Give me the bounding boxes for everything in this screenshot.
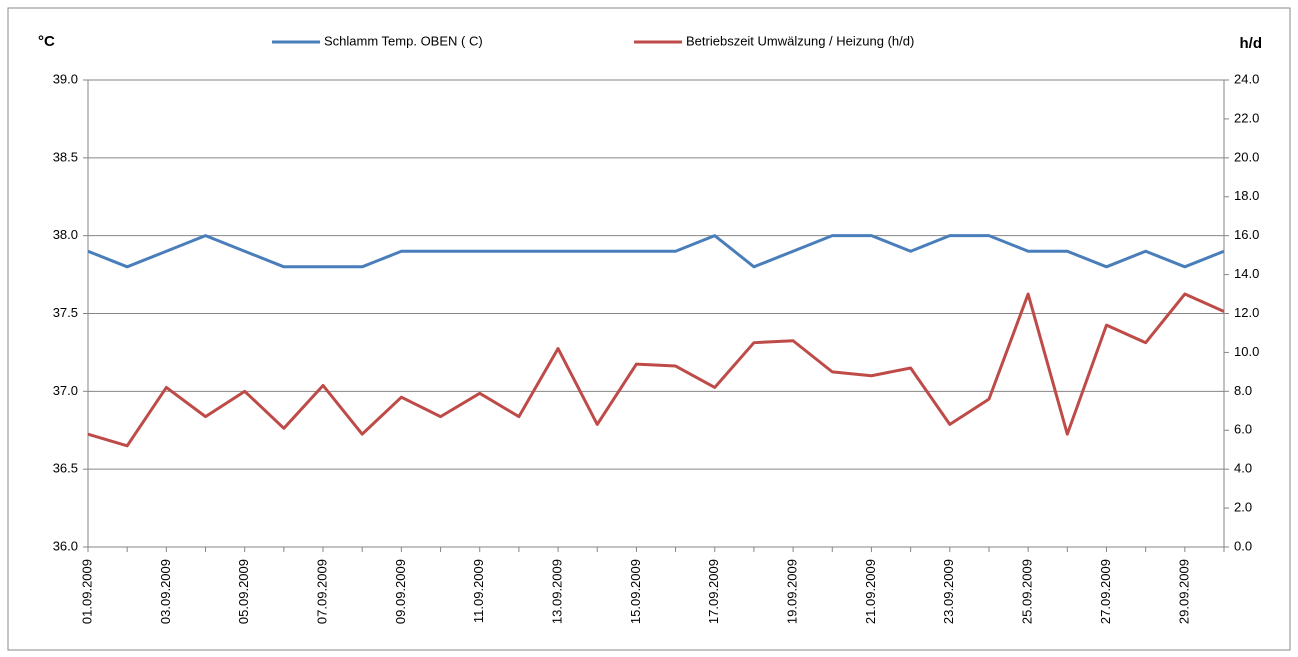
y2-tick-label: 22.0	[1234, 110, 1259, 125]
y2-tick-label: 8.0	[1234, 383, 1252, 398]
y-tick-label: 36.5	[53, 461, 78, 476]
x-tick-label: 17.09.2009	[706, 559, 721, 624]
y-tick-label: 36.0	[53, 538, 78, 553]
x-tick-label: 11.09.2009	[471, 559, 486, 623]
y2-tick-label: 18.0	[1234, 188, 1259, 203]
legend-label: Schlamm Temp. OBEN ( C)	[324, 33, 483, 48]
y-tick-label: 38.5	[53, 149, 78, 164]
y2-axis-label: h/d	[1240, 35, 1263, 52]
x-tick-label: 13.09.2009	[550, 559, 565, 624]
series-line	[87, 234, 1225, 269]
y-tick-label: 37.0	[53, 383, 78, 398]
y2-tick-label: 16.0	[1234, 227, 1259, 242]
y2-tick-label: 20.0	[1234, 149, 1259, 164]
y2-tick-label: 0.0	[1234, 538, 1252, 553]
y2-tick-label: 24.0	[1234, 71, 1259, 86]
y-axis-label: °C	[38, 33, 55, 50]
x-tick-label: 09.09.2009	[393, 559, 408, 624]
y2-tick-label: 4.0	[1234, 461, 1252, 476]
x-tick-label: 19.09.2009	[785, 559, 800, 624]
x-tick-label: 03.09.2009	[158, 559, 173, 624]
y2-tick-label: 12.0	[1234, 305, 1259, 320]
y2-tick-label: 2.0	[1234, 500, 1252, 515]
x-tick-label: 15.09.2009	[628, 559, 643, 624]
x-tick-label: 01.09.2009	[79, 559, 94, 624]
y2-tick-label: 6.0	[1234, 422, 1252, 437]
x-tick-label: 05.09.2009	[236, 559, 251, 624]
y-tick-label: 39.0	[53, 71, 78, 86]
legend-label: Betriebszeit Umwälzung / Heizung (h/d)	[686, 33, 914, 48]
series-line	[87, 292, 1225, 448]
x-tick-label: 23.09.2009	[941, 559, 956, 624]
x-tick-label: 07.09.2009	[314, 559, 329, 624]
y2-tick-label: 14.0	[1234, 266, 1259, 281]
x-tick-label: 25.09.2009	[1020, 559, 1035, 624]
y-tick-label: 37.5	[53, 305, 78, 320]
x-tick-label: 27.09.2009	[1098, 559, 1113, 624]
x-tick-label: 21.09.2009	[863, 559, 878, 624]
y-tick-label: 38.0	[53, 227, 78, 242]
y2-tick-label: 10.0	[1234, 344, 1259, 359]
chart-frame	[7, 7, 1291, 651]
x-tick-label: 29.09.2009	[1176, 559, 1191, 624]
